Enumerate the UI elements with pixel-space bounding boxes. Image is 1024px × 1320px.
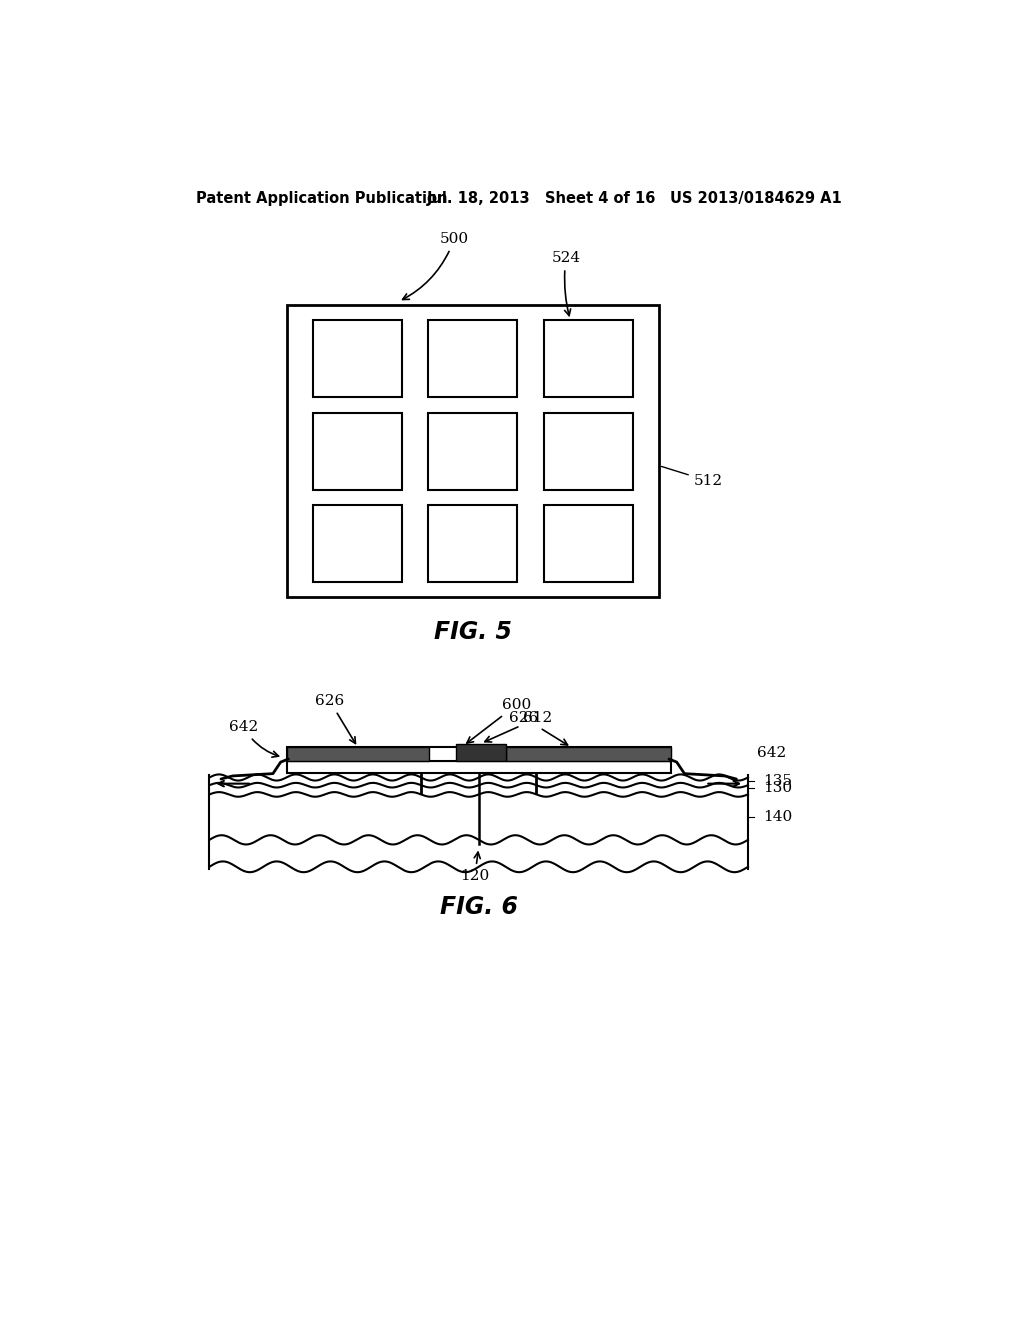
Text: 524: 524: [551, 251, 581, 315]
Bar: [506, 747, 671, 760]
Bar: [456, 743, 506, 760]
Text: 500: 500: [402, 232, 469, 300]
Bar: [313, 321, 402, 397]
Text: 120: 120: [460, 853, 489, 883]
Bar: [544, 412, 633, 490]
Bar: [544, 321, 633, 397]
Text: 626: 626: [509, 711, 567, 744]
Bar: [428, 412, 517, 490]
Text: FIG. 6: FIG. 6: [439, 895, 518, 919]
Bar: [287, 305, 658, 598]
Text: 140: 140: [764, 809, 793, 824]
Bar: [313, 506, 402, 582]
Bar: [287, 760, 671, 774]
Bar: [544, 506, 633, 582]
Text: FIG. 5: FIG. 5: [434, 620, 512, 644]
Text: 626: 626: [315, 694, 355, 743]
Text: 512: 512: [662, 466, 723, 488]
Text: 130: 130: [764, 781, 793, 795]
Bar: [428, 321, 517, 397]
Text: US 2013/0184629 A1: US 2013/0184629 A1: [671, 191, 843, 206]
Bar: [313, 412, 402, 490]
Text: Patent Application Publication: Patent Application Publication: [197, 191, 447, 206]
Text: Jul. 18, 2013   Sheet 4 of 16: Jul. 18, 2013 Sheet 4 of 16: [426, 191, 655, 206]
Text: 642: 642: [758, 746, 786, 760]
Text: 642: 642: [228, 721, 279, 758]
Text: 135: 135: [764, 774, 793, 788]
Bar: [428, 506, 517, 582]
Bar: [287, 747, 671, 760]
Text: 600: 600: [467, 698, 531, 743]
Text: 612: 612: [484, 711, 553, 742]
Bar: [287, 747, 429, 760]
